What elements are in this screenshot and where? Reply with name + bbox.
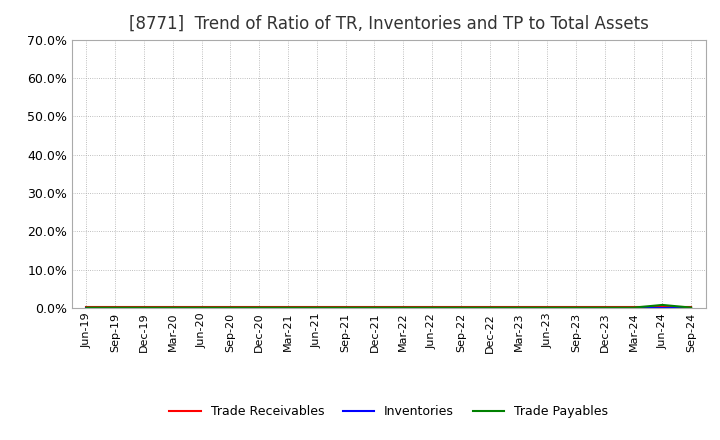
Inventories [312,305,321,310]
Trade Receivables [543,304,552,309]
Inventories [341,305,350,310]
Trade Receivables [572,304,580,309]
Trade Payables [168,305,177,310]
Trade Payables [140,305,148,310]
Trade Receivables [226,304,235,309]
Trade Payables [341,305,350,310]
Trade Receivables [111,304,120,309]
Trade Payables [658,302,667,308]
Trade Payables [572,305,580,310]
Trade Receivables [82,304,91,309]
Trade Payables [370,305,379,310]
Inventories [485,305,494,310]
Trade Receivables [140,304,148,309]
Trade Payables [111,305,120,310]
Trade Payables [485,305,494,310]
Trade Payables [629,305,638,310]
Legend: Trade Receivables, Inventories, Trade Payables: Trade Receivables, Inventories, Trade Pa… [164,400,613,423]
Inventories [255,305,264,310]
Inventories [197,305,206,310]
Trade Receivables [658,304,667,309]
Trade Receivables [514,304,523,309]
Trade Receivables [456,304,465,309]
Inventories [284,305,292,310]
Inventories [629,305,638,310]
Trade Receivables [255,304,264,309]
Inventories [456,305,465,310]
Trade Receivables [600,304,609,309]
Trade Receivables [428,304,436,309]
Trade Receivables [629,304,638,309]
Inventories [226,305,235,310]
Trade Receivables [687,304,696,309]
Trade Payables [82,305,91,310]
Inventories [111,305,120,310]
Trade Payables [399,305,408,310]
Trade Payables [687,305,696,310]
Inventories [600,305,609,310]
Inventories [168,305,177,310]
Inventories [399,305,408,310]
Inventories [658,305,667,310]
Trade Payables [197,305,206,310]
Trade Receivables [485,304,494,309]
Inventories [82,305,91,310]
Inventories [572,305,580,310]
Trade Payables [456,305,465,310]
Trade Receivables [341,304,350,309]
Inventories [514,305,523,310]
Trade Receivables [370,304,379,309]
Trade Payables [543,305,552,310]
Inventories [687,305,696,310]
Inventories [140,305,148,310]
Trade Payables [514,305,523,310]
Inventories [543,305,552,310]
Trade Receivables [284,304,292,309]
Trade Receivables [197,304,206,309]
Line: Trade Payables: Trade Payables [86,305,691,308]
Trade Payables [226,305,235,310]
Inventories [428,305,436,310]
Trade Payables [284,305,292,310]
Trade Payables [428,305,436,310]
Trade Receivables [168,304,177,309]
Trade Payables [255,305,264,310]
Trade Payables [312,305,321,310]
Inventories [370,305,379,310]
Trade Receivables [312,304,321,309]
Trade Receivables [399,304,408,309]
Trade Payables [600,305,609,310]
Title: [8771]  Trend of Ratio of TR, Inventories and TP to Total Assets: [8771] Trend of Ratio of TR, Inventories… [129,15,649,33]
